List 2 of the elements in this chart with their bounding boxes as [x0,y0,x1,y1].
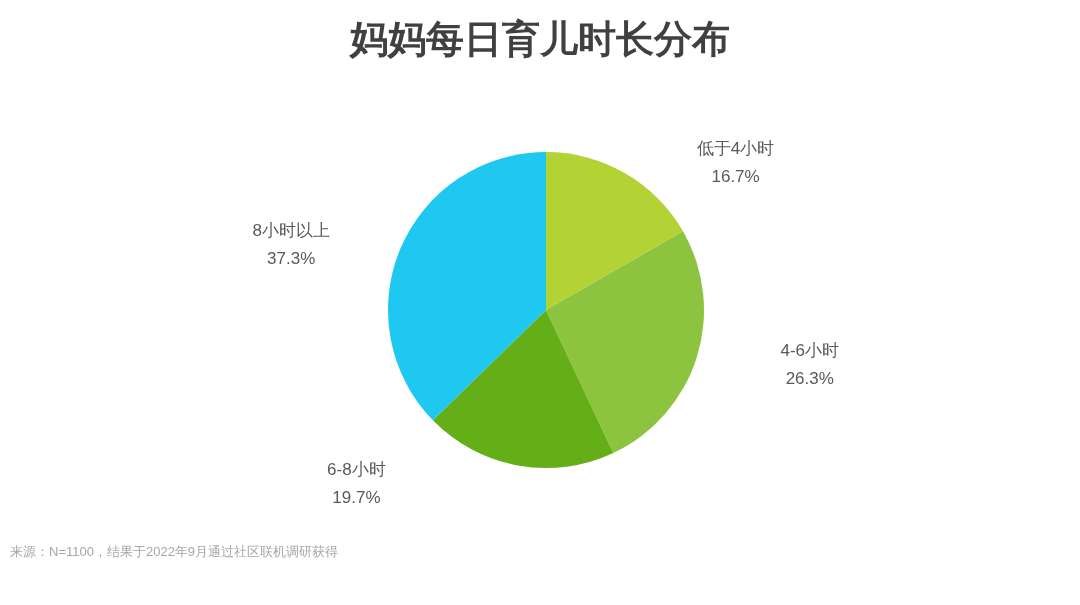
source-note: 来源：N=1100，结果于2022年9月通过社区联机调研获得 [10,544,339,559]
chart-title: 妈妈每日育儿时长分布 [348,18,730,60]
